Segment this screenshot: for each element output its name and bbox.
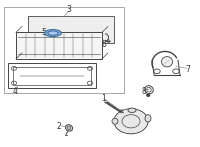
Ellipse shape (112, 118, 118, 124)
Ellipse shape (44, 30, 62, 37)
Circle shape (147, 94, 150, 96)
Text: 4: 4 (13, 87, 17, 96)
Circle shape (115, 110, 147, 133)
Bar (8, 63, 96, 88)
Bar (16, 32, 102, 59)
Text: 3: 3 (67, 5, 71, 14)
Ellipse shape (145, 115, 151, 122)
Ellipse shape (67, 126, 71, 130)
Text: 1: 1 (102, 94, 106, 103)
Ellipse shape (48, 31, 58, 35)
Bar (13, 67, 91, 85)
Text: 5: 5 (42, 28, 46, 37)
Text: 8: 8 (142, 87, 146, 96)
Text: 6: 6 (102, 40, 106, 49)
Bar (4, 7, 124, 93)
Bar (28, 16, 114, 43)
Ellipse shape (65, 125, 73, 131)
Text: 2: 2 (57, 122, 61, 131)
Text: 7: 7 (186, 65, 190, 74)
Ellipse shape (162, 57, 172, 67)
Ellipse shape (128, 108, 136, 112)
